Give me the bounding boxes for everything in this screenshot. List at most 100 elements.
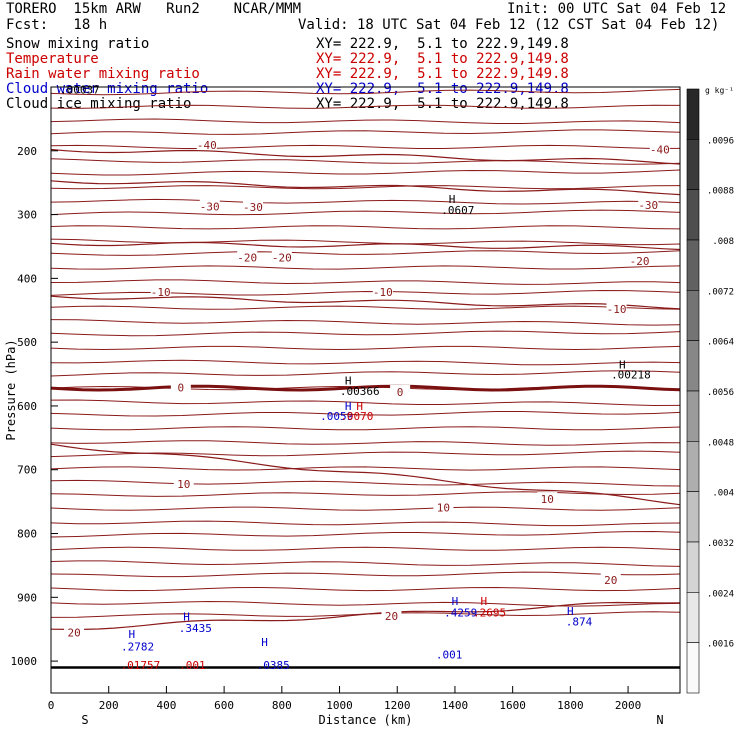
isotherm-line [50,289,681,296]
colorbar-swatch [686,139,700,190]
isotherm-10 [50,443,681,506]
isotherm-label-bg [242,199,263,212]
isotherm--30 [50,180,681,196]
x-tick-label: 800 [272,699,292,712]
isotherm-line [50,250,681,256]
isotherm-line [50,238,681,246]
isotherm-line [50,546,681,551]
max-label: H [356,400,363,413]
isotherm-line [50,359,681,366]
colorbar-label: .0072 [707,287,734,297]
isotherm-label-bg [381,608,402,621]
isotherm-label: -20 [272,251,292,264]
isotherm--40 [50,148,681,165]
isotherm-line [50,158,681,165]
field-label-snow: Snow mixing ratio [6,36,150,52]
isotherm-label: -10 [607,303,627,316]
isotherm-line [50,319,681,326]
isotherm-line [50,440,681,446]
x-tick-label: 1800 [557,699,584,712]
y-tick-label: 900 [17,591,37,604]
x-tick-label: 1200 [384,699,411,712]
colorbar-swatch [686,189,700,241]
colorbar-label: .0056 [707,388,734,398]
colorbar-label: .0088 [707,187,734,197]
colorbar-label: .004 [712,489,734,499]
colorbar-unit: g kg⁻¹ [705,86,734,95]
maximum-labels: H.0607H.00218H.00366H.0059H.0070H.4259H.… [60,83,651,671]
max-label: H [345,400,352,413]
y-tick-label: 200 [17,145,37,158]
isotherm-label: 0 [397,386,404,399]
isotherm-label: -10 [151,286,171,299]
isotherm-label-bg [537,492,558,505]
isotherm-line [50,426,681,431]
isotherm-line [50,466,681,471]
init-time: Init: 00 UTC Sat 04 Feb 12 [507,1,727,17]
max-label: .4259 [444,606,477,619]
isotherm-label-bg [600,573,621,586]
isotherm-label: -30 [243,201,263,214]
max-label: .001 [179,659,206,672]
x-tick-label: 2000 [615,699,642,712]
isotherm-label: -40 [197,139,217,152]
max-label: .00218 [611,369,651,382]
isotherm--20 [50,241,681,251]
isotherm-label-bg [390,384,411,397]
isotherm-label: 10 [437,501,450,514]
isotherm-label-bg [64,625,85,638]
max-label: .0607 [441,204,474,217]
colorbar-swatch [686,441,700,492]
north-label: N [656,713,663,727]
temperature-contours: -40 -40 -30 -30 -30 -20 -20 -20 -10 -10 -10 0 0 10 10 1… [50,88,681,669]
isotherm-label-bg [606,301,627,314]
max-label: H [128,628,135,641]
isotherm-label: -10 [373,286,393,299]
max-label: .0070 [340,410,373,423]
max-label: H [480,595,487,608]
isotherm-line [50,560,681,567]
isotherm-line [50,225,681,230]
isotherm-label: -40 [650,144,670,157]
x-axis-label: Distance (km) [319,713,413,727]
isotherm-label: -30 [638,199,658,212]
x-tick-label: 1400 [442,699,469,712]
isotherm-label: -20 [237,251,257,264]
colorbar-swatch [686,290,700,341]
y-tick-label: 600 [17,400,37,413]
max-label: .00366 [340,385,380,398]
isotherm-0 [50,384,681,392]
isotherm-line [50,479,681,487]
model-title: TORERO 15km ARW Run2 NCAR/MMM [6,1,302,17]
max-label: H [183,610,190,623]
south-label: S [81,713,88,727]
isotherm-label: 20 [385,610,398,623]
colorbar-label: .008 [712,237,734,247]
max-label: H [452,595,459,608]
isotherm-line [50,209,681,216]
isotherm-line [50,169,681,176]
isotherm-line [50,411,681,417]
isotherm-label: -20 [630,255,650,268]
max-label: .874 [566,615,593,628]
colorbar-swatch [686,239,700,291]
colorbar-label: .0032 [707,539,734,549]
axes: 0 200 400 600 800 1000 1200 1400 1600 1800 2000200… [4,86,681,727]
colorbar: .0096 .0088 .008 .0072 .0064 .0056 .0048 .004 .0… [686,86,734,694]
colorbar-label: .0016 [707,640,734,650]
max-label: H [261,636,268,649]
x-tick-label: 1000 [326,699,353,712]
colorbar-label: .0024 [707,589,734,599]
isotherm-label-bg [237,250,258,263]
isotherm-label-bg [170,380,191,393]
isotherm-label-bg [638,198,659,211]
isotherm-label-bg [629,254,650,267]
isotherm-line [50,520,681,527]
isotherm-label-bg [196,138,217,151]
isotherm--10 [50,295,681,310]
max-label: H [345,374,352,387]
isotherm-line [50,279,681,285]
isotherm-line [50,600,681,607]
x-tick-label: 0 [48,699,55,712]
